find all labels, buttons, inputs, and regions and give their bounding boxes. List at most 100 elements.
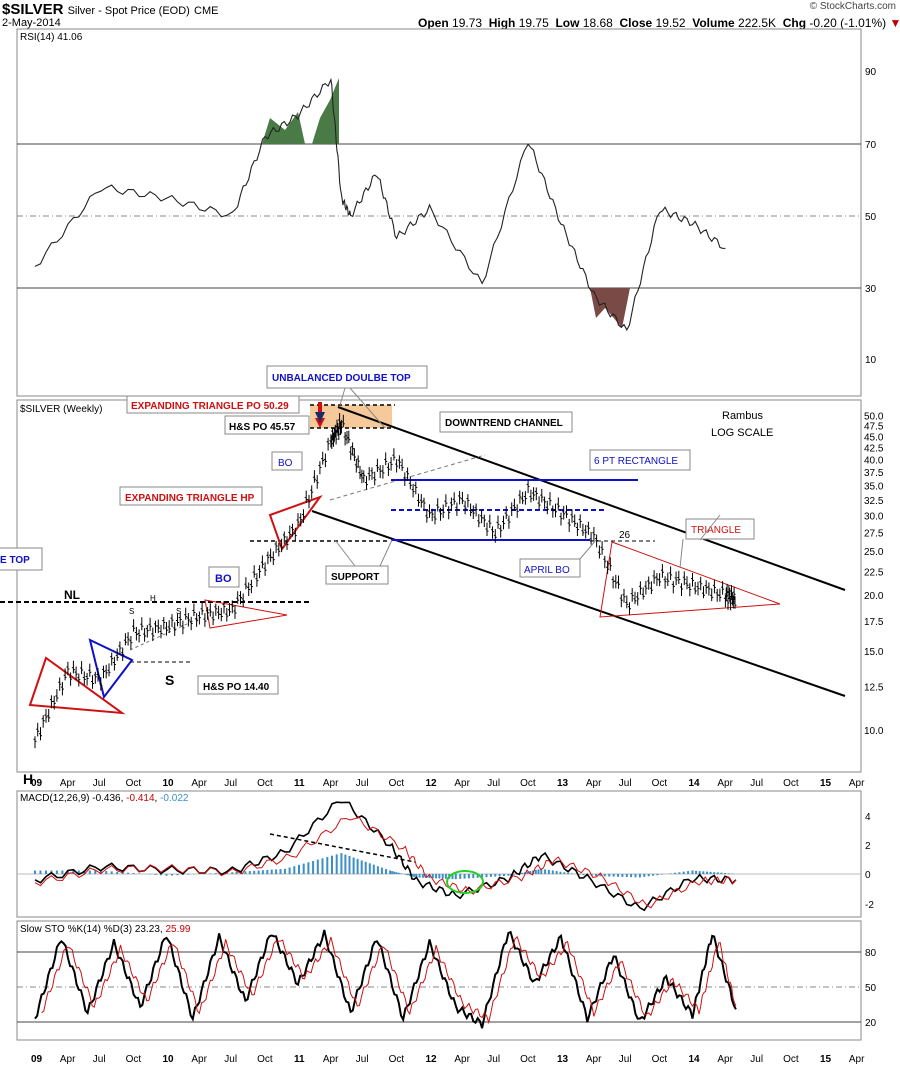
- macd-hist-bar: [537, 869, 540, 874]
- sto-k-line: [34, 929, 737, 1029]
- label-nl: NL: [64, 588, 80, 602]
- x-tick-label: Oct: [257, 778, 273, 789]
- macd-hist-bar: [411, 874, 413, 877]
- macd-hist-bar: [302, 863, 305, 874]
- x-tick-label: 13: [557, 1054, 569, 1065]
- macd-hist-bar: [647, 874, 650, 877]
- macd-hist-bar: [431, 874, 434, 879]
- rsi-tick-90: 90: [865, 67, 877, 78]
- macd-hist-bar: [498, 874, 501, 877]
- callout-april-bo: APRIL BO: [519, 558, 581, 578]
- macd-hist-bar: [441, 874, 444, 879]
- macd-hist-bar: [321, 858, 324, 874]
- macd-hist-bar: [235, 872, 238, 874]
- x-tick-label: Oct: [520, 778, 536, 789]
- macd-hist-bar: [335, 854, 338, 874]
- price-tick: 32.5: [864, 496, 884, 507]
- callout-hs-po-1440: H&S PO 14.40: [197, 675, 279, 695]
- macd-hist-bar: [507, 874, 510, 876]
- x-tick-label: 14: [689, 1054, 701, 1065]
- macd-hist-bar: [160, 874, 162, 876]
- macd-hist-bar: [669, 873, 672, 874]
- macd-hist-bar: [393, 871, 396, 874]
- macd-hist-bar: [438, 874, 441, 879]
- price-tick: 50.0: [864, 412, 884, 423]
- symbol-description: Silver - Spot Price (EOD): [67, 5, 190, 17]
- macd-hist-bar: [421, 874, 424, 878]
- sto-tick-80: 80: [865, 948, 877, 959]
- macd-hist-bar: [682, 871, 685, 874]
- macd-hist-bar: [503, 874, 505, 876]
- pointer-support: [334, 539, 393, 567]
- macd-hist-bar: [380, 867, 383, 874]
- x-tick-label: Apr: [454, 778, 470, 789]
- x-tick-label: Oct: [652, 778, 668, 789]
- x-tick-label: Jul: [619, 1054, 632, 1065]
- macd-hist-bar: [408, 874, 411, 876]
- symbol-title: $SILVER Silver - Spot Price (EOD) CME: [2, 1, 218, 18]
- blue-down-arrow-icon: [315, 412, 325, 423]
- label-h-small: H: [150, 594, 156, 603]
- chg-value: -0.20 (-1.01%): [809, 16, 887, 30]
- open-label: Open: [418, 16, 449, 30]
- sto-panel-frame: [16, 920, 862, 1041]
- macd-hist-bar: [720, 872, 723, 874]
- macd-hist-bar: [521, 872, 524, 874]
- pointer-triangle: [679, 514, 721, 569]
- price-tick: 30.0: [864, 512, 884, 523]
- exchange: CME: [194, 5, 219, 17]
- label-s-right: S: [176, 607, 181, 616]
- price-tick: 42.5: [864, 443, 884, 454]
- price-tick: 40.0: [864, 455, 884, 466]
- macd-hist-bar: [476, 874, 479, 878]
- macd-hist-bar: [547, 869, 550, 874]
- x-tick-label: Apr: [849, 778, 865, 789]
- x-tick-label: Jul: [750, 1054, 763, 1065]
- macd-hist-bar: [706, 871, 708, 874]
- macd-hist-bar: [652, 874, 654, 876]
- triangle-final: [599, 541, 781, 618]
- macd-hist-bar: [643, 874, 646, 877]
- macd-panel-frame: [16, 790, 862, 918]
- x-tick-label: Jul: [224, 778, 237, 789]
- price-tick: 20.0: [864, 591, 884, 602]
- x-tick-label: Oct: [652, 1054, 668, 1065]
- macd-tick-2: 2: [865, 841, 871, 852]
- volume-value: 222.5K: [738, 16, 777, 30]
- x-tick-label: 10: [163, 1054, 175, 1065]
- x-tick-label: Apr: [323, 1054, 339, 1065]
- x-tick-label: Oct: [783, 1054, 799, 1065]
- macd-hist-bar: [209, 873, 212, 874]
- label-rambus: Rambus: [722, 410, 763, 422]
- x-tick-label: Apr: [586, 778, 602, 789]
- high-value: 19.75: [518, 16, 549, 30]
- macd-hist-bar: [451, 874, 454, 880]
- macd-tick-neg2: -2: [865, 900, 874, 911]
- rsi-overbought-fill-2: [312, 78, 339, 144]
- x-tick-label: 15: [820, 1054, 832, 1065]
- macd-hist-bar: [165, 874, 168, 876]
- macd-hist-bar: [331, 855, 333, 874]
- macd-hist-bar: [544, 869, 547, 874]
- x-tick-label: 14: [689, 778, 701, 789]
- rsi-tick-50: 50: [865, 212, 877, 223]
- sto-title: Slow STO %K(14) %D(3) 23.23, 25.99: [20, 924, 191, 935]
- macd-hist-bar: [400, 873, 402, 874]
- channel-lower: [311, 510, 846, 697]
- macd-hist-bar: [709, 871, 712, 874]
- macd-hist-bar: [578, 874, 581, 875]
- callout-exp-tri-po: EXPANDING TRIANGLE PO 50.29: [126, 395, 300, 414]
- macd-hist-bar: [364, 861, 367, 874]
- macd-hist-bar: [716, 872, 719, 874]
- price-tick: 45.0: [864, 432, 884, 443]
- rsi-title: RSI(14) 41.06: [20, 32, 83, 43]
- macd-hist-bar: [298, 864, 300, 874]
- macd-hist-bar: [356, 858, 359, 874]
- x-tick-label: Oct: [389, 778, 405, 789]
- callout-exp-tri-hp: EXPANDING TRIANGLE HP: [119, 486, 263, 506]
- macd-hist-bar: [656, 874, 659, 876]
- x-tick-label: Apr: [323, 778, 339, 789]
- macd-hist-bar: [391, 871, 394, 874]
- x-tick-label: Oct: [783, 778, 799, 789]
- x-tick-label: 12: [426, 1054, 438, 1065]
